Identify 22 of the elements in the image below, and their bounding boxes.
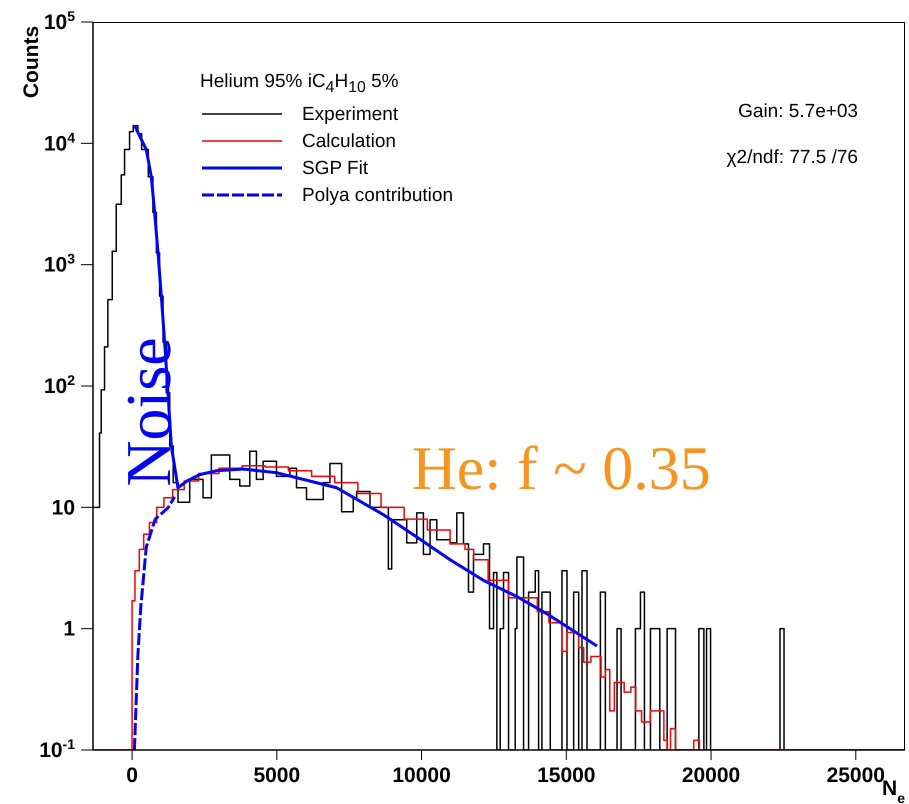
x-tick-label: 25000 xyxy=(826,764,885,787)
x-tick-label: 0 xyxy=(126,764,138,787)
x-tick-label: 15000 xyxy=(537,764,596,787)
annotation: χ2/ndf: 77.5 /76 xyxy=(726,147,858,168)
y-tick-label: 10$^{5}$ xyxy=(44,8,76,34)
x-tick-label: 10000 xyxy=(392,764,451,787)
y-tick-label: 10 xyxy=(52,496,75,520)
legend-label: Polya contribution xyxy=(302,184,454,208)
y-axis-title: Counts xyxy=(20,26,43,98)
y-tick-label: 10$^{4}$ xyxy=(44,129,76,156)
y-tick-label: 10$^{3}$ xyxy=(44,250,76,277)
y-tick-label: 10$^{-1}$ xyxy=(39,736,76,762)
x-tick-label: 20000 xyxy=(682,764,740,787)
y-tick-label: 10$^{2}$ xyxy=(44,372,76,398)
legend-label: SGP Fit xyxy=(302,156,368,181)
x-tick-label: 5000 xyxy=(253,764,300,787)
annotation: He: f ~ 0.35 xyxy=(412,435,711,503)
legend-label: Calculation xyxy=(302,130,396,154)
annotation: Gain: 5.7e+03 xyxy=(738,101,858,122)
legend-title: Helium 95% iC$_{4}$H$_{10}$ 5% xyxy=(200,70,400,98)
legend-label: Experiment xyxy=(302,102,398,127)
y-tick-label: 1 xyxy=(63,618,76,641)
